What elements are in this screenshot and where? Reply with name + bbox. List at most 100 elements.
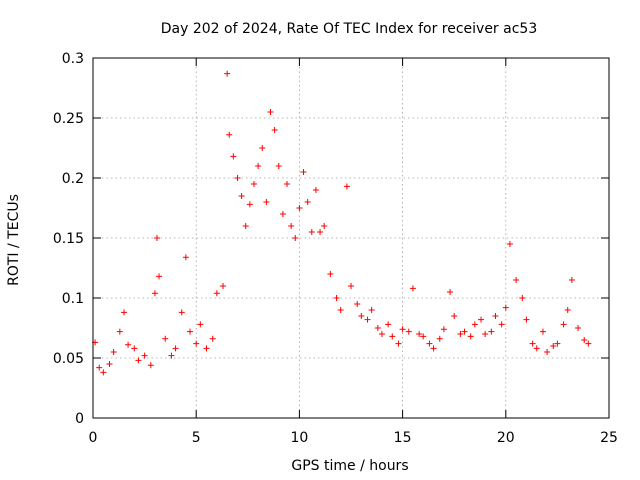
data-point [267,109,274,115]
data-point [284,181,291,187]
data-point [529,340,536,347]
data-point [348,283,354,289]
data-point [457,331,464,337]
data-point [96,364,103,371]
y-tick-label: 0.25 [53,111,84,127]
data-point [238,193,245,199]
y-tick-label: 0.15 [53,231,84,247]
data-point [354,301,361,307]
data-point [461,328,468,335]
data-point [271,127,278,133]
data-point [317,229,324,235]
data-point [513,277,520,283]
data-point [250,181,257,187]
x-tick-label: 20 [497,430,515,446]
data-point [337,307,344,313]
data-point [568,277,575,283]
data-point [554,340,561,347]
x-tick-label: 10 [290,430,308,446]
data-point [550,343,557,349]
data-point [131,345,138,352]
data-point [135,357,142,364]
data-point [560,321,567,328]
data-point [182,254,189,261]
data-point [230,153,237,160]
data-point [156,273,163,280]
data-point [343,183,350,190]
data-point [197,321,204,328]
data-point [447,289,454,295]
data-point [506,241,513,247]
data-point [209,335,216,342]
chart-title: Day 202 of 2024, Rate Of TEC Index for r… [161,21,537,37]
data-point [482,331,489,337]
data-point [120,309,127,316]
data-point [259,145,266,151]
data-point [368,307,375,313]
data-point [234,175,241,181]
data-point [153,235,160,241]
data-point [110,349,117,355]
data-point [116,328,123,335]
data-point [288,223,295,229]
data-point [502,304,509,311]
data-point [168,352,175,359]
data-point [263,199,270,205]
data-point [327,271,334,277]
data-point [141,352,148,359]
y-tick-label: 0.3 [62,51,84,67]
data-point [172,345,179,352]
data-point [242,223,249,229]
data-point [471,321,478,328]
x-tick-label: 5 [192,430,201,446]
data-point [544,349,551,355]
data-point [478,316,485,323]
data-point [125,341,132,348]
data-point [409,285,416,292]
x-axis-label: GPS time / hours [291,458,408,474]
x-tick-label: 0 [89,430,98,446]
data-point [426,340,433,347]
data-point [378,331,385,337]
data-points [92,70,592,376]
data-point [193,340,200,347]
data-point [399,326,406,333]
data-point [308,229,315,235]
data-point [430,345,437,352]
data-point [203,345,210,352]
data-point [451,313,458,319]
data-point [492,313,499,319]
y-tick-label: 0.1 [62,291,84,307]
data-point [440,326,447,333]
data-point [385,321,392,328]
data-point [246,201,253,208]
data-point [226,131,233,138]
data-point [333,295,340,301]
data-point [436,335,443,342]
y-tick-label: 0 [75,411,84,427]
data-point [533,345,540,352]
data-point [312,187,319,193]
data-point [224,70,231,77]
data-point [358,313,365,319]
x-tick-label: 15 [394,430,412,446]
data-point [523,316,530,323]
grid-layer [93,58,609,418]
data-point [300,169,307,175]
data-point [213,290,220,297]
data-point [296,205,303,211]
data-point [564,307,571,313]
data-point [374,325,381,331]
data-point [364,316,371,323]
data-point [292,235,299,241]
data-point [162,335,169,342]
data-point [100,369,107,376]
data-point [519,295,526,301]
data-point [405,328,412,335]
data-point [279,211,286,217]
data-point [304,199,311,205]
data-point [178,309,185,316]
data-point [147,362,154,369]
axis-tick-labels: 0 5 10 15 20 25 0 0.05 0.1 0.15 0.2 0.25 0.3 [53,51,618,446]
data-point [498,321,505,328]
